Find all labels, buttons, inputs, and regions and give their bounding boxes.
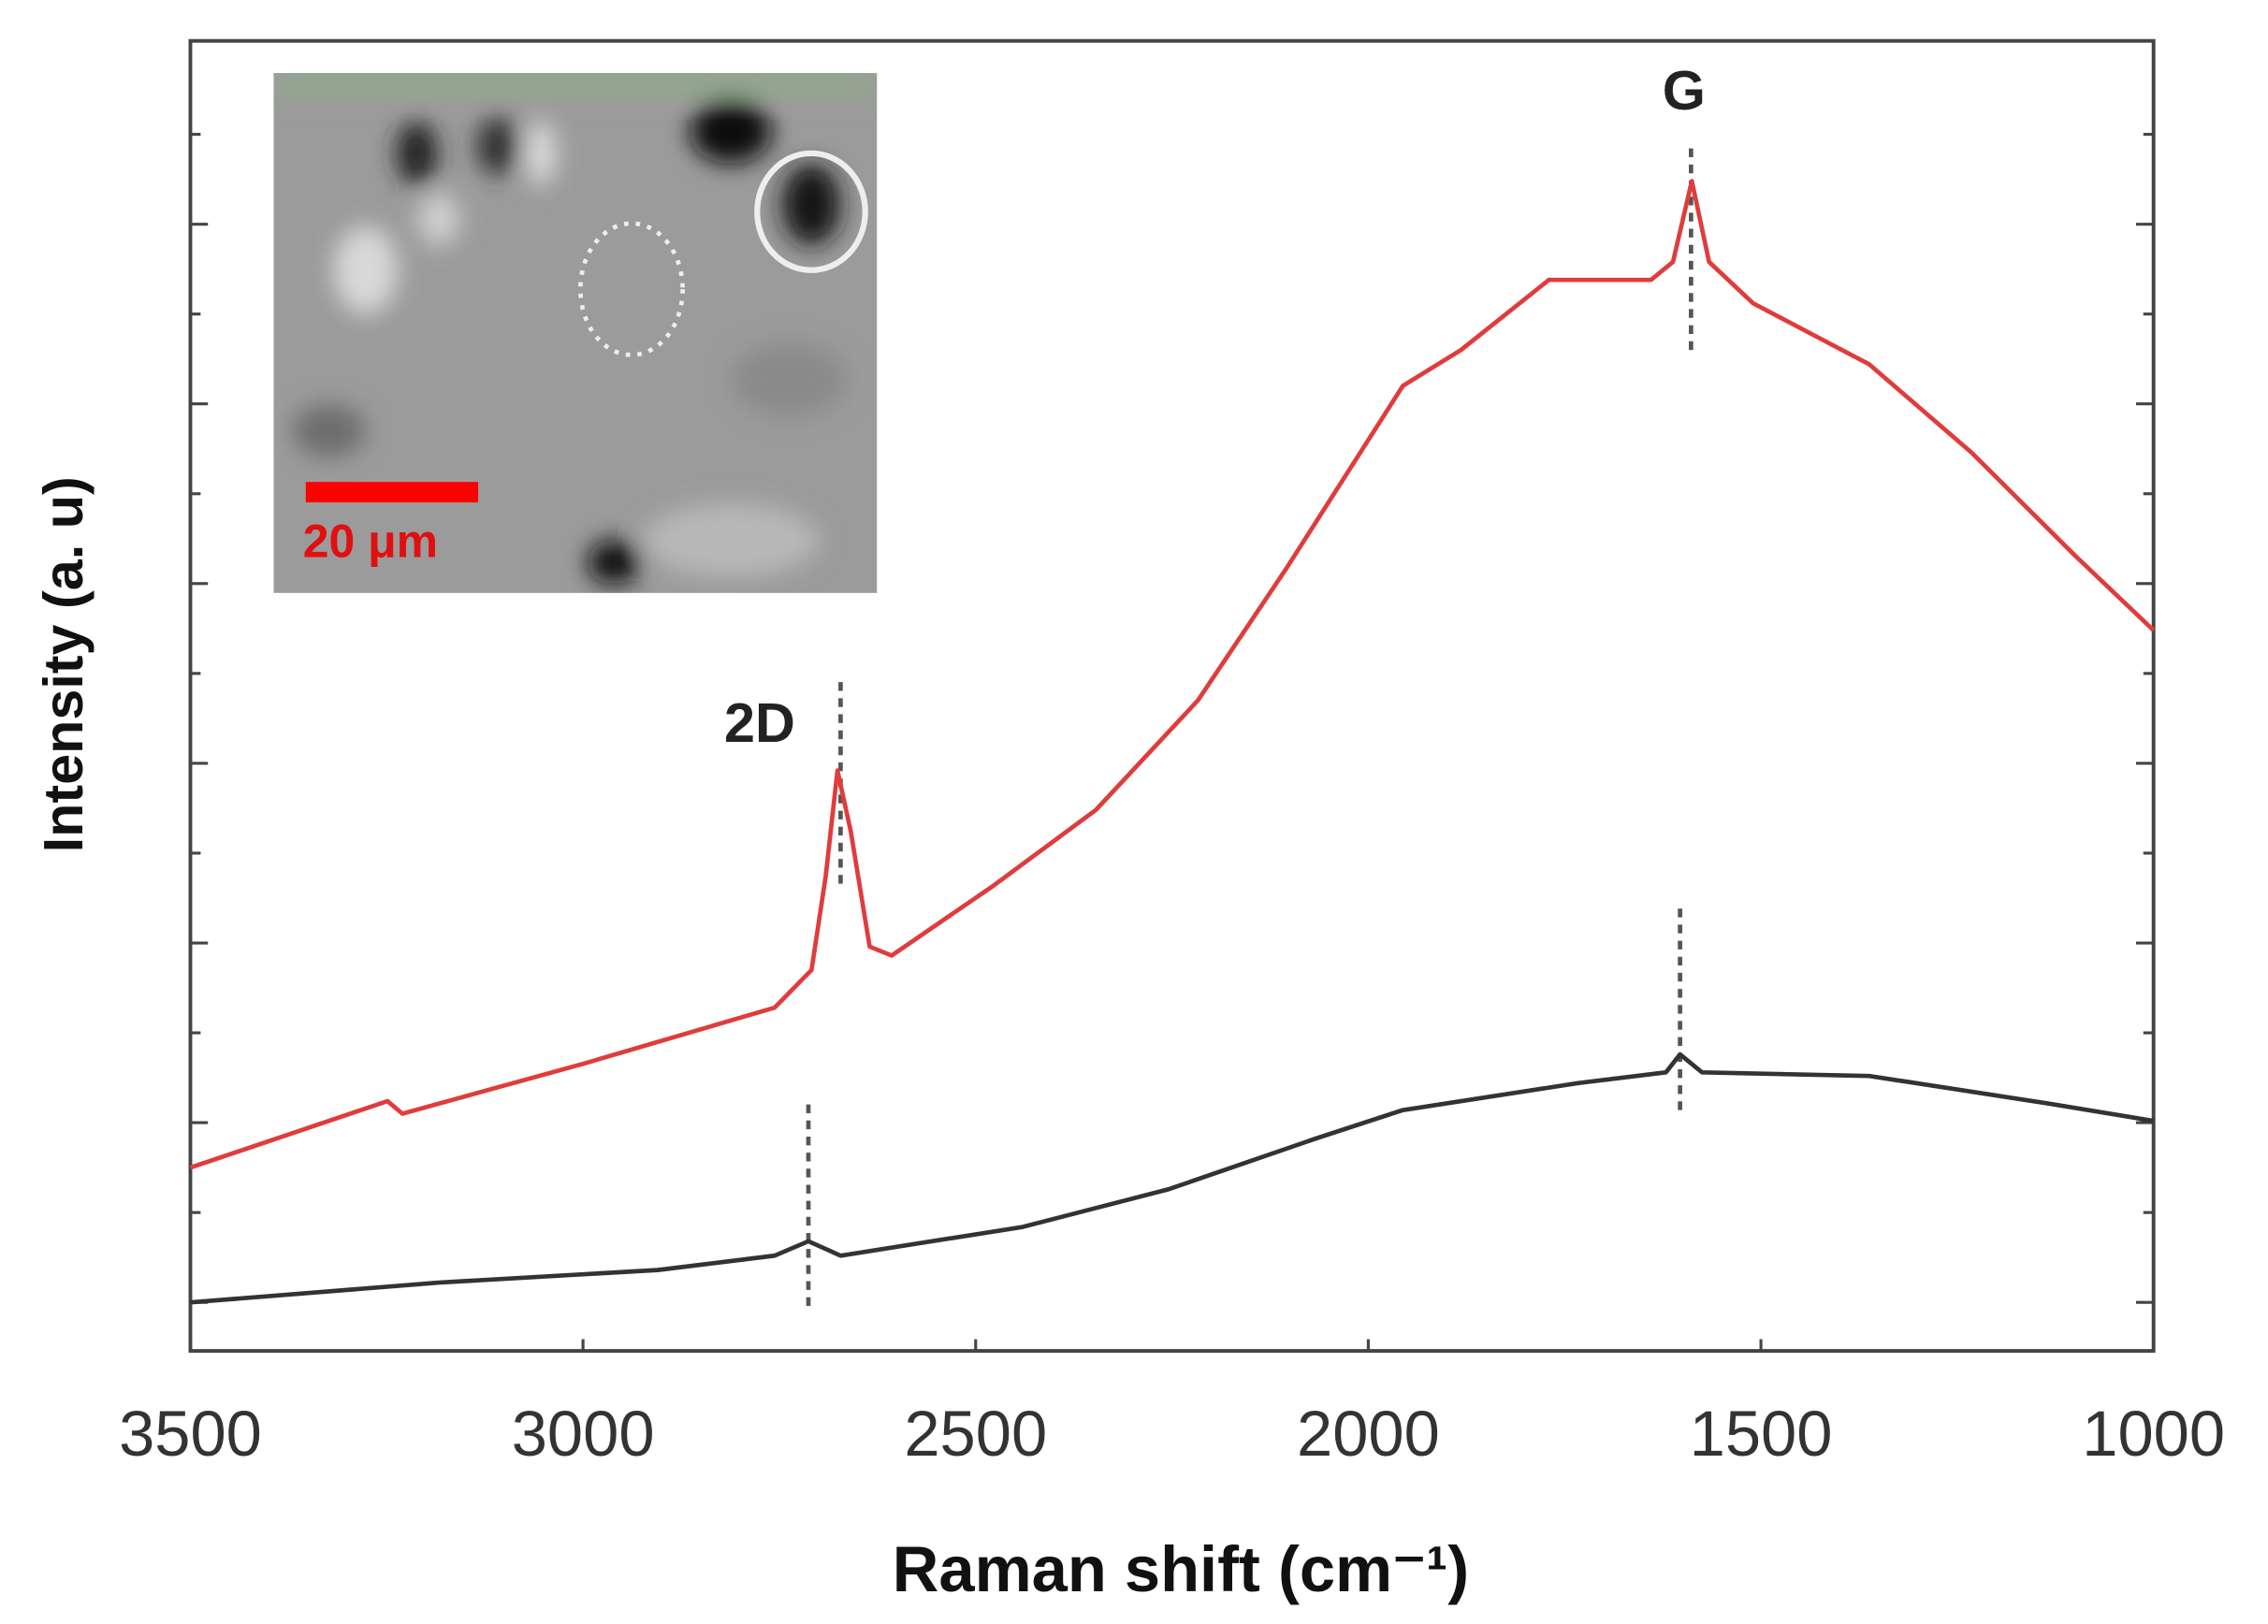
scale-label: 20 μm bbox=[303, 515, 438, 567]
spectrum-line bbox=[190, 1051, 2155, 1305]
x-axis-title: Raman shift (cm⁻¹) bbox=[893, 1533, 1469, 1605]
x-tick-label: 2500 bbox=[904, 1398, 1047, 1470]
inset-background bbox=[273, 73, 878, 593]
x-tick-label: 3500 bbox=[119, 1398, 262, 1470]
x-tick-label: 1500 bbox=[1690, 1398, 1833, 1470]
peak-label: 2D bbox=[724, 691, 795, 754]
x-tick-label: 1000 bbox=[2082, 1398, 2225, 1470]
scale-bar bbox=[305, 482, 479, 503]
inset-dotted-circle bbox=[577, 221, 685, 357]
x-tick-label: 2000 bbox=[1297, 1398, 1440, 1470]
inset-image: 20 μm bbox=[273, 73, 878, 593]
peak-label: G bbox=[1663, 59, 1706, 122]
spectrum-line bbox=[189, 179, 2156, 1170]
y-axis-title: Intensity (a. u) bbox=[32, 476, 94, 852]
plot-frame bbox=[188, 38, 2156, 1354]
inset-texture bbox=[273, 73, 878, 585]
x-tick-label: 3000 bbox=[512, 1398, 655, 1470]
inset-circle bbox=[754, 150, 868, 273]
